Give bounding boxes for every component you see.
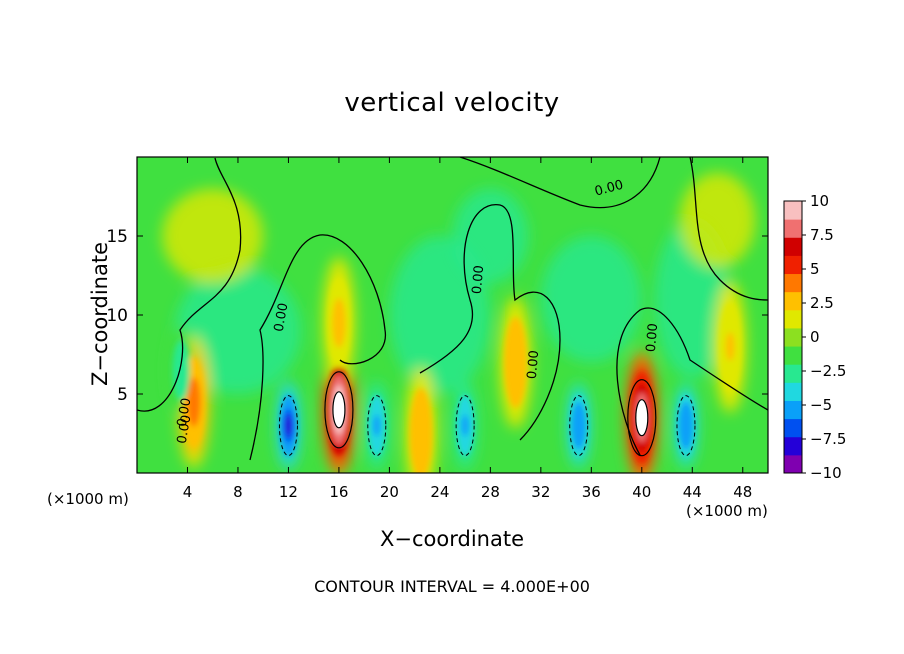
wash-blob <box>540 236 642 363</box>
x-tick-label: 36 <box>582 483 601 501</box>
feature-blob <box>284 414 293 437</box>
zero-contour <box>137 157 242 412</box>
colorbar-tick-label: 10 <box>810 192 829 210</box>
colorbar-tick-label: 7.5 <box>810 226 834 244</box>
colorbar-swatch <box>784 291 802 311</box>
chart-title: vertical velocity <box>344 88 560 118</box>
contour-interval-footer: CONTOUR INTERVAL = 4.000E+00 <box>314 577 590 596</box>
wash-blob <box>162 188 264 284</box>
contour-line <box>332 391 346 429</box>
x-axis: 4 8 12 16 20 24 28 32 36 40 44 48 <box>183 157 752 501</box>
x-axis-label: X−coordinate <box>0 527 904 551</box>
colorbar-swatch <box>784 201 802 220</box>
colorbar-tick-label: 0 <box>810 328 820 346</box>
contour-label: 0.00 <box>175 414 195 445</box>
y-tick-label: 5 <box>117 385 128 405</box>
x-tick-label: 28 <box>481 483 500 501</box>
x-tick-label: 16 <box>329 483 348 501</box>
contour-line-dashed <box>676 395 696 457</box>
colorbar-swatch <box>784 273 802 293</box>
feature-blob <box>189 387 199 417</box>
contour-label: 0.00 <box>470 265 487 295</box>
feature-blob <box>725 332 735 361</box>
y-axis: 5 10 15 <box>106 227 768 405</box>
x-tick-label: 40 <box>632 483 651 501</box>
colorbar-swatch <box>784 309 802 329</box>
wash-blob <box>452 188 529 284</box>
contour-line-dashed <box>278 395 298 457</box>
contour-line <box>627 379 657 457</box>
contour-line <box>324 371 354 449</box>
colorbar-swatch <box>784 454 802 474</box>
feature-blob <box>575 414 583 437</box>
feature-blob <box>511 348 520 377</box>
y-tick-label: 10 <box>106 306 128 326</box>
x-tick-label: 32 <box>531 483 550 501</box>
x-unit-left: (×1000 m) <box>47 490 129 508</box>
zero-contour <box>249 234 386 461</box>
x-tick-label: 20 <box>380 483 399 501</box>
zero-contour <box>689 157 768 301</box>
colorbar-swatch <box>784 400 802 420</box>
contour-label: 0.00 <box>175 397 195 428</box>
x-tick-label: 8 <box>233 483 243 501</box>
contour-label: 0.00 <box>272 302 292 333</box>
colorbar-swatch <box>784 237 802 256</box>
heatmap-field: 0.000.000.000.000.000.000.00 <box>137 157 768 473</box>
colorbar-swatch <box>784 219 802 238</box>
x-tick-label: 24 <box>430 483 449 501</box>
feature-blob <box>177 359 185 381</box>
colorbar-swatch <box>784 436 802 456</box>
feature-blob <box>416 419 426 448</box>
colorbar-swatch <box>784 327 802 347</box>
colorbar-tick-label: −2.5 <box>810 362 846 380</box>
y-tick-label: 15 <box>106 227 128 247</box>
colorbar-swatch <box>784 382 802 401</box>
colorbar-tick-label: −7.5 <box>810 430 846 448</box>
colorbar-swatch <box>784 418 802 438</box>
x-unit-right: (×1000 m) <box>686 502 768 520</box>
x-tick-label: 12 <box>279 483 298 501</box>
contour-line-dashed <box>367 395 387 457</box>
x-tick-label: 48 <box>733 483 752 501</box>
y-axis-label: Z−coordinate <box>88 242 112 386</box>
colorbar-swatch <box>784 364 802 383</box>
zero-contour <box>616 307 768 456</box>
contour-label: 0.00 <box>525 350 542 380</box>
feature-blob <box>682 414 690 437</box>
contour-label: 0.00 <box>593 178 625 200</box>
feature-blob <box>461 414 469 437</box>
colorbar-tick-label: −5 <box>810 396 832 414</box>
wash-blob <box>679 172 756 268</box>
colorbar-tick-label: 2.5 <box>810 294 834 312</box>
colorbar-swatch <box>784 255 802 275</box>
colorbar-tick-label: −10 <box>810 464 842 482</box>
feature-peak <box>635 399 648 436</box>
x-axis-label-text: X−coordinate <box>380 527 524 551</box>
colorbar-tick-label: 5 <box>810 260 820 278</box>
contour-label: 0.00 <box>644 323 661 353</box>
colorbar-swatch <box>784 346 802 365</box>
x-tick-label: 44 <box>683 483 702 501</box>
feature-peak <box>332 391 345 428</box>
feature-blob <box>334 308 344 338</box>
zero-contour <box>459 157 661 209</box>
x-tick-label: 4 <box>183 483 193 501</box>
contour-line-dashed <box>569 395 589 457</box>
contour-line-dashed <box>455 395 475 457</box>
feature-blob <box>373 414 381 437</box>
contour-line <box>635 399 649 437</box>
zero-contour <box>419 204 561 441</box>
colorbar: 10 7.5 5 2.5 0 −2.5 −5 −7.5 −10 <box>783 192 846 482</box>
